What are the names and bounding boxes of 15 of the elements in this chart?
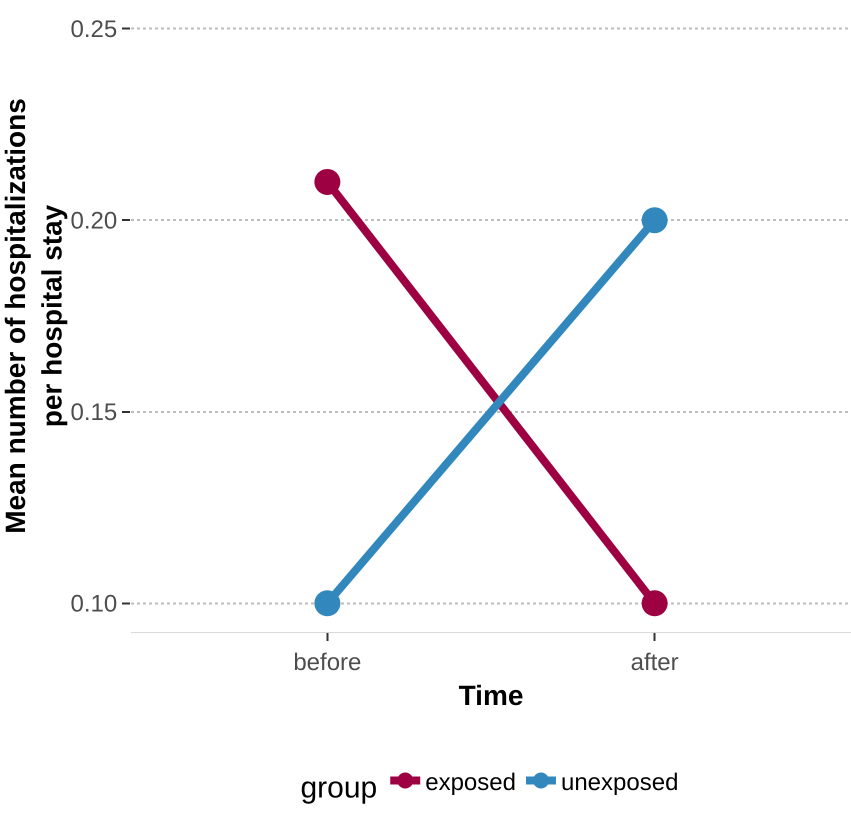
legend-label: unexposed — [560, 768, 678, 796]
y-axis-title: Mean number of hospitalizations per hospital stay — [0, 98, 68, 534]
legend-title: group — [300, 771, 378, 804]
legend-label: exposed — [425, 768, 516, 796]
point — [642, 207, 668, 234]
y-tick-label: 0.25 — [70, 16, 118, 44]
x-tick-label: after — [630, 648, 679, 676]
y-tick-label: 0.10 — [70, 590, 118, 618]
x-axis-title: Time — [458, 680, 524, 711]
point — [642, 590, 668, 616]
point — [314, 590, 340, 616]
y-tick-label: 0.20 — [70, 208, 118, 235]
point — [314, 168, 340, 195]
x-tick-label: before — [293, 648, 362, 676]
y-tick-label: 0.15 — [70, 399, 118, 426]
